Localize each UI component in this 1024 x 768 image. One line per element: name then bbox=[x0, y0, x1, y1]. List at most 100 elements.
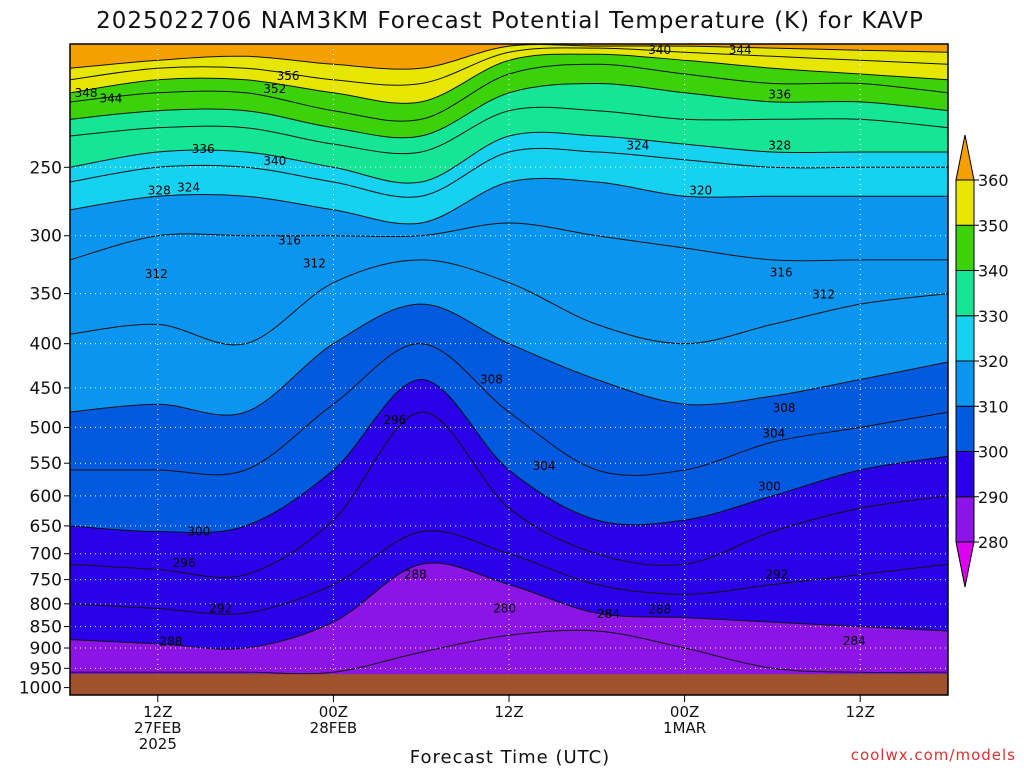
contour-label: 344 bbox=[729, 43, 752, 57]
contour-line-296 bbox=[70, 411, 948, 578]
contour-label: 328 bbox=[148, 184, 171, 198]
contour-line-348 bbox=[70, 53, 948, 104]
y-tick-label: 650 bbox=[30, 517, 62, 537]
contour-label: 336 bbox=[192, 142, 215, 156]
contour-label: 340 bbox=[648, 43, 671, 57]
contour-line-284 bbox=[70, 629, 948, 675]
y-tick-label: 600 bbox=[30, 487, 62, 507]
contour-label: 320 bbox=[689, 184, 712, 198]
contour-label: 292 bbox=[209, 601, 232, 615]
contour-label: 316 bbox=[278, 234, 301, 248]
contour-line-312 bbox=[70, 259, 948, 346]
y-tick-label: 1000 bbox=[19, 679, 62, 699]
contour-label: 312 bbox=[812, 288, 835, 302]
chart-title: 2025022706 NAM3KM Forecast Potential Tem… bbox=[96, 8, 924, 34]
x-tick-label: 27FEB bbox=[134, 719, 181, 737]
y-tick-label: 700 bbox=[30, 545, 62, 565]
contour-line-300 bbox=[70, 378, 948, 534]
contour-label: 300 bbox=[187, 525, 210, 539]
colorbar-legend: 280 290 300 310 320 330 340 350 360 bbox=[955, 134, 1009, 588]
y-tick-label: 450 bbox=[30, 379, 62, 399]
contour-label: 352 bbox=[263, 82, 286, 96]
contour-label: 292 bbox=[765, 568, 788, 582]
colorbar-label: 290 bbox=[978, 488, 1009, 507]
contour-label: 308 bbox=[480, 372, 503, 386]
colorbar-max-arrow bbox=[955, 134, 975, 181]
x-tick-label: 2025 bbox=[139, 735, 177, 753]
contour-label: 296 bbox=[383, 413, 406, 427]
contour-label: 288 bbox=[404, 568, 427, 582]
contour-label: 324 bbox=[626, 139, 649, 153]
contour-label: 340 bbox=[263, 154, 286, 168]
contour-label: 288 bbox=[160, 635, 183, 649]
colorbar-swatch bbox=[955, 315, 975, 362]
credit-text: coolwx.com/models bbox=[851, 746, 1016, 764]
y-tick-label: 900 bbox=[30, 639, 62, 659]
y-tick-label: 250 bbox=[30, 158, 62, 178]
y-tick-label: 500 bbox=[30, 418, 62, 438]
contour-label: 336 bbox=[768, 88, 791, 102]
contour-label: 300 bbox=[758, 479, 781, 493]
x-tick-label: 00Z bbox=[670, 703, 699, 721]
y-tick-label: 350 bbox=[30, 285, 62, 305]
colorbar-swatch bbox=[955, 405, 975, 452]
contour-label: 312 bbox=[145, 267, 168, 281]
ground-layer bbox=[70, 674, 948, 695]
colorbar-label: 330 bbox=[978, 307, 1009, 326]
y-tick-label: 550 bbox=[30, 454, 62, 474]
colorbar-swatch bbox=[955, 496, 975, 543]
contour-label: 348 bbox=[75, 86, 98, 100]
contour-label: 304 bbox=[533, 459, 556, 473]
contour-label: 324 bbox=[177, 181, 200, 195]
contour-line-328 bbox=[70, 131, 948, 184]
contour-line-316 bbox=[70, 222, 948, 262]
colorbar-swatch bbox=[955, 224, 975, 271]
contour-line-352 bbox=[70, 47, 948, 86]
contour-line-304 bbox=[70, 343, 948, 476]
y-tick-label: 800 bbox=[30, 595, 62, 615]
contour-label: 312 bbox=[303, 256, 326, 270]
colorbar-min-arrow bbox=[955, 541, 975, 588]
contour-line-292 bbox=[70, 530, 948, 615]
contour-label: 304 bbox=[762, 426, 785, 440]
y-tick-label: 950 bbox=[30, 659, 62, 679]
x-tick-label: 28FEB bbox=[310, 719, 357, 737]
contour-line-336 bbox=[70, 106, 948, 155]
y-axis: 2503003504004505005506006507007508008509… bbox=[19, 158, 70, 699]
contour-label: 316 bbox=[770, 266, 793, 280]
x-tick-label: 00Z bbox=[319, 703, 348, 721]
colorbar-label: 360 bbox=[978, 171, 1009, 190]
contour-label: 296 bbox=[173, 556, 196, 570]
colorbar-label: 300 bbox=[978, 443, 1009, 462]
contour-label: 284 bbox=[597, 607, 620, 621]
x-tick-label: 12Z bbox=[143, 703, 172, 721]
contour-line-324 bbox=[70, 147, 948, 198]
colorbar-swatch bbox=[955, 179, 975, 226]
colorbar-label: 280 bbox=[978, 533, 1009, 552]
contour-label: 288 bbox=[648, 602, 671, 616]
colorbar-label: 340 bbox=[978, 262, 1009, 281]
contour-label: 280 bbox=[493, 601, 516, 615]
colorbar-swatch bbox=[955, 270, 975, 317]
contour-label: 356 bbox=[277, 69, 300, 83]
y-tick-label: 300 bbox=[30, 227, 62, 247]
y-tick-label: 850 bbox=[30, 618, 62, 638]
x-tick-label: 12Z bbox=[846, 703, 875, 721]
y-tick-label: 750 bbox=[30, 571, 62, 591]
x-axis-title: Forecast Time (UTC) bbox=[410, 747, 610, 768]
colorbar-label: 310 bbox=[978, 397, 1009, 416]
x-tick-label: 1MAR bbox=[663, 719, 706, 737]
contour-line-320 bbox=[70, 177, 948, 225]
colorbar-label: 350 bbox=[978, 216, 1009, 235]
y-tick-label: 400 bbox=[30, 335, 62, 355]
x-tick-label: 12Z bbox=[494, 703, 523, 721]
colorbar-label: 320 bbox=[978, 352, 1009, 371]
contour-line-308 bbox=[70, 303, 948, 416]
contour-label: 284 bbox=[843, 634, 866, 648]
contour-label: 308 bbox=[773, 401, 796, 415]
contour-line-356 bbox=[70, 44, 948, 70]
contour-line-340 bbox=[70, 82, 948, 139]
